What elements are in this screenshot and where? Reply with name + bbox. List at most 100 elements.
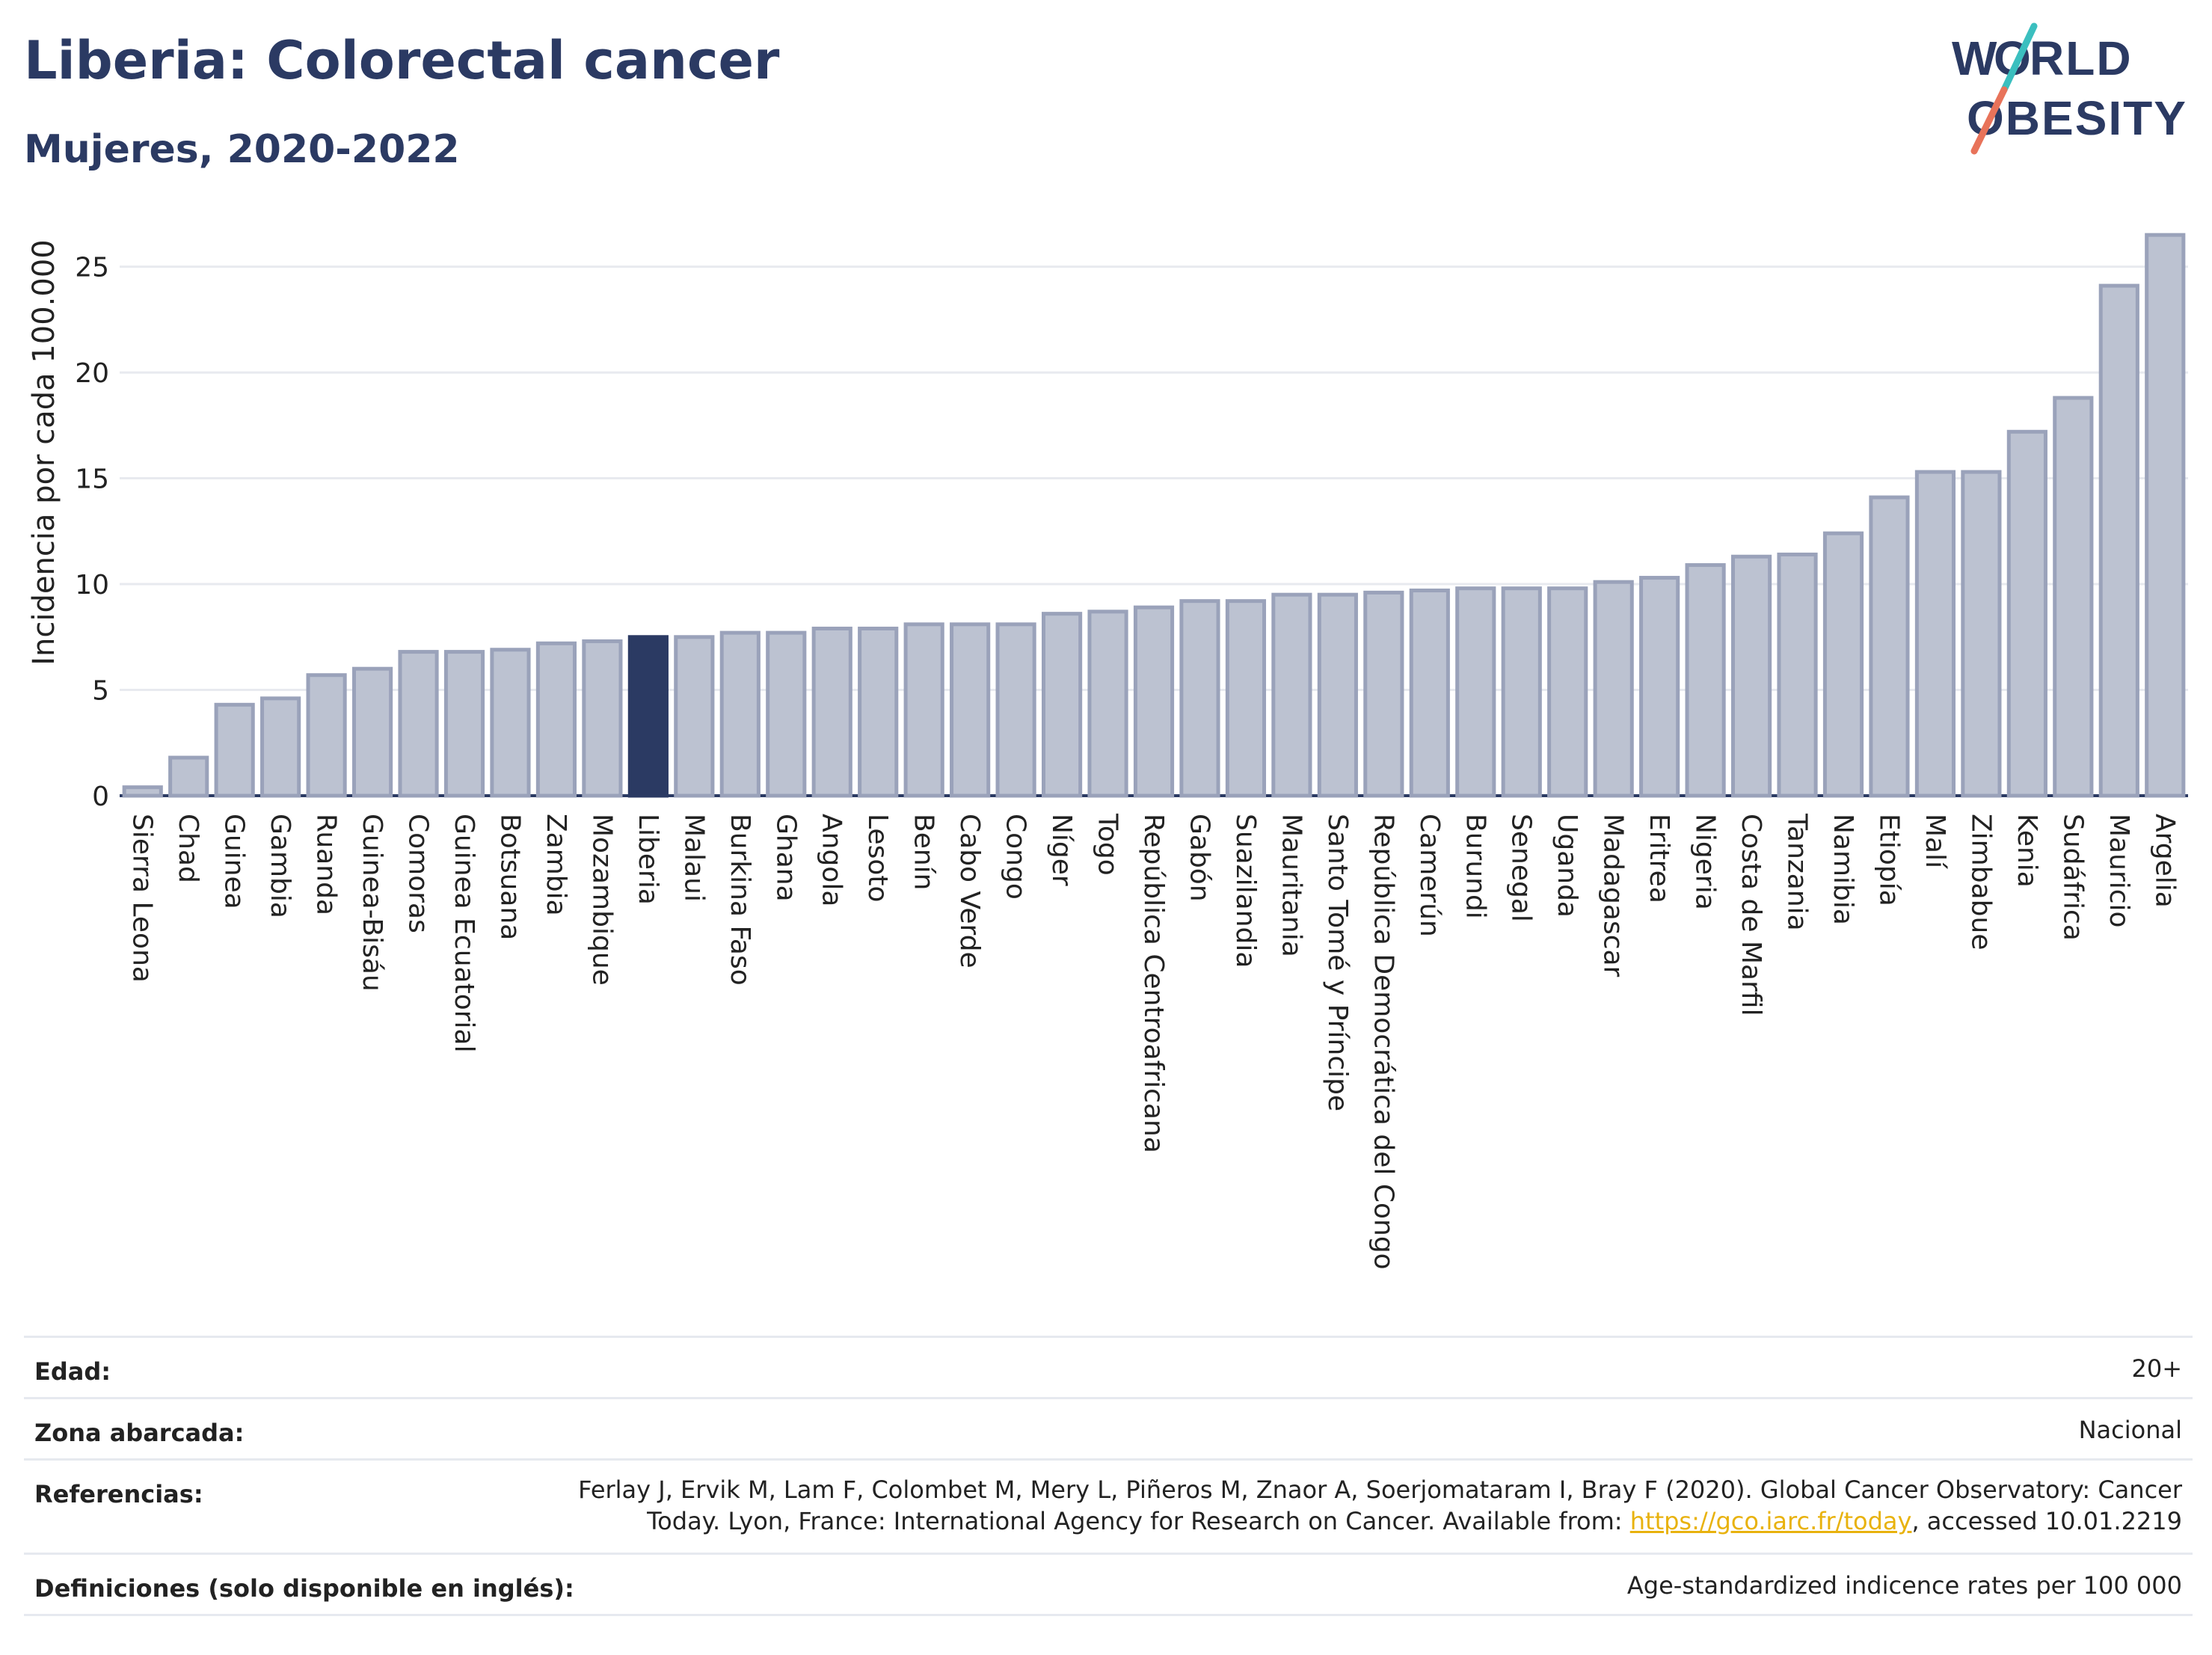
bar <box>995 622 1036 798</box>
bar <box>766 630 807 798</box>
bar <box>168 755 209 798</box>
bar <box>490 648 531 798</box>
bar <box>1225 599 1267 798</box>
x-tick-label: Guinea Ecuatorial <box>449 814 479 1053</box>
bar <box>1777 552 1818 798</box>
x-tick-label: Burundi <box>1460 814 1490 919</box>
x-tick-label: Chad <box>173 814 203 883</box>
x-tick-label: Congo <box>1001 814 1031 900</box>
bar <box>214 702 255 798</box>
bar <box>2053 396 2094 798</box>
bar <box>1455 586 1496 798</box>
x-tick-label: Costa de Marfil <box>1736 814 1766 1016</box>
bar <box>1271 592 1312 798</box>
x-tick-label: Comoras <box>403 814 434 933</box>
bar-chart: 0 5 10 15 20 25 Sierra Leona Chad Guinea Gambia R… <box>27 233 2188 1270</box>
x-tick-label: Ghana <box>770 814 801 902</box>
bar <box>1547 586 1588 798</box>
page-title: Liberia: Colorectal cancer <box>24 30 780 91</box>
meta-row-age: Edad: 20+ <box>24 1336 2193 1399</box>
x-tick-label: Gambia <box>265 814 295 918</box>
x-tick-label: República Democrática del Congo <box>1368 814 1398 1270</box>
bar <box>719 630 761 798</box>
y-tick-label: 0 <box>92 782 109 812</box>
reference-text: Today. Lyon, France: International Agenc… <box>647 1507 1630 1535</box>
x-tick-labels: Sierra Leona Chad Guinea Gambia Ruanda Guinea… <box>127 813 2181 1270</box>
x-tick-label: Madagascar <box>1598 814 1629 977</box>
bar <box>1869 495 1910 798</box>
y-tick-label: 10 <box>75 570 109 601</box>
meta-value: Nacional <box>2078 1416 2182 1444</box>
x-tick-label: Suazilandia <box>1230 814 1261 968</box>
x-tick-label: Mauricio <box>2104 814 2134 928</box>
x-tick-label: Malí <box>1920 814 1950 869</box>
x-tick-label: Sierra Leona <box>127 814 158 983</box>
bar <box>950 622 991 798</box>
bar <box>1685 563 1726 798</box>
x-tick-label: Zambia <box>541 814 571 916</box>
bar <box>351 666 393 798</box>
bars <box>122 233 2186 798</box>
bar <box>2145 233 2186 798</box>
x-tick-label: Santo Tomé y Príncipe <box>1322 814 1353 1111</box>
svg-text:OBESITY: OBESITY <box>1967 91 2187 145</box>
x-tick-label: Sudáfrica <box>2057 814 2088 941</box>
x-tick-label: Zimbabue <box>1965 814 1996 950</box>
bar <box>122 785 163 798</box>
meta-label: Referencias: <box>34 1480 203 1508</box>
x-tick-label: Tanzania <box>1782 813 1813 931</box>
y-tick-label: 5 <box>92 676 109 707</box>
meta-label: Definiciones (solo disponible en inglés)… <box>34 1574 574 1603</box>
meta-row-references: Referencias: Ferlay J, Ervik M, Lam F, C… <box>24 1458 2193 1555</box>
bar <box>398 650 439 798</box>
x-tick-label: Etiopía <box>1873 814 1904 906</box>
page-subtitle: Mujeres, 2020-2022 <box>24 127 460 172</box>
bar <box>1822 531 1864 798</box>
bar <box>1317 592 1358 798</box>
bar-highlighted <box>627 635 669 798</box>
x-tick-label: Gabón <box>1184 814 1214 902</box>
meta-value: Age-standardized indicence rates per 100… <box>1626 1571 2182 1600</box>
bar <box>1730 554 1772 798</box>
reference-link[interactable]: https://gco.iarc.fr/today <box>1629 1507 1912 1535</box>
x-tick-label: Mauritania <box>1276 814 1306 957</box>
meta-row-area: Zona abarcada: Nacional <box>24 1397 2193 1461</box>
x-tick-label: Cabo Verde <box>954 814 985 968</box>
divider <box>24 1614 2193 1616</box>
bar <box>1363 590 1404 798</box>
x-tick-label: Benín <box>909 814 939 890</box>
x-tick-label: Kenia <box>2012 814 2042 888</box>
x-tick-label: Uganda <box>1552 814 1582 918</box>
x-tick-label: Togo <box>1093 813 1123 876</box>
y-tick-labels: 0 5 10 15 20 25 <box>75 253 109 812</box>
x-tick-label: Guinea <box>219 814 250 909</box>
x-tick-label: Namibia <box>1828 814 1858 925</box>
meta-label: Zona abarcada: <box>34 1419 245 1447</box>
bar <box>443 650 485 798</box>
x-tick-label: Malaui <box>678 814 709 902</box>
x-tick-label: Angola <box>817 814 847 906</box>
bar <box>1087 610 1128 798</box>
x-tick-label: Argelia <box>2149 814 2180 908</box>
x-tick-label: Nigeria <box>1690 814 1721 910</box>
bar <box>260 696 301 798</box>
y-axis-label: Incidencia por cada 100.000 <box>27 239 61 666</box>
x-tick-label: Lesoto <box>862 814 893 903</box>
x-tick-label: Liberia <box>633 814 663 905</box>
bar <box>858 626 899 798</box>
bar <box>1961 470 2002 798</box>
bar <box>903 622 944 798</box>
x-tick-label: Botsuana <box>494 814 525 940</box>
bar <box>2098 283 2139 798</box>
bar <box>2006 429 2047 798</box>
svg-text:W: W <box>1952 31 1998 85</box>
bar <box>582 639 623 798</box>
reference-text: , accessed 10.01.2219 <box>1911 1507 2182 1535</box>
bar <box>1041 612 1083 798</box>
meta-value: 20+ <box>2131 1354 2182 1383</box>
y-tick-label: 20 <box>75 358 109 389</box>
x-tick-label: Eritrea <box>1644 814 1674 903</box>
world-obesity-logo: W O RLD OBESITY <box>1952 22 2187 155</box>
bar <box>811 626 852 798</box>
x-tick-label: Mozambique <box>586 814 617 986</box>
